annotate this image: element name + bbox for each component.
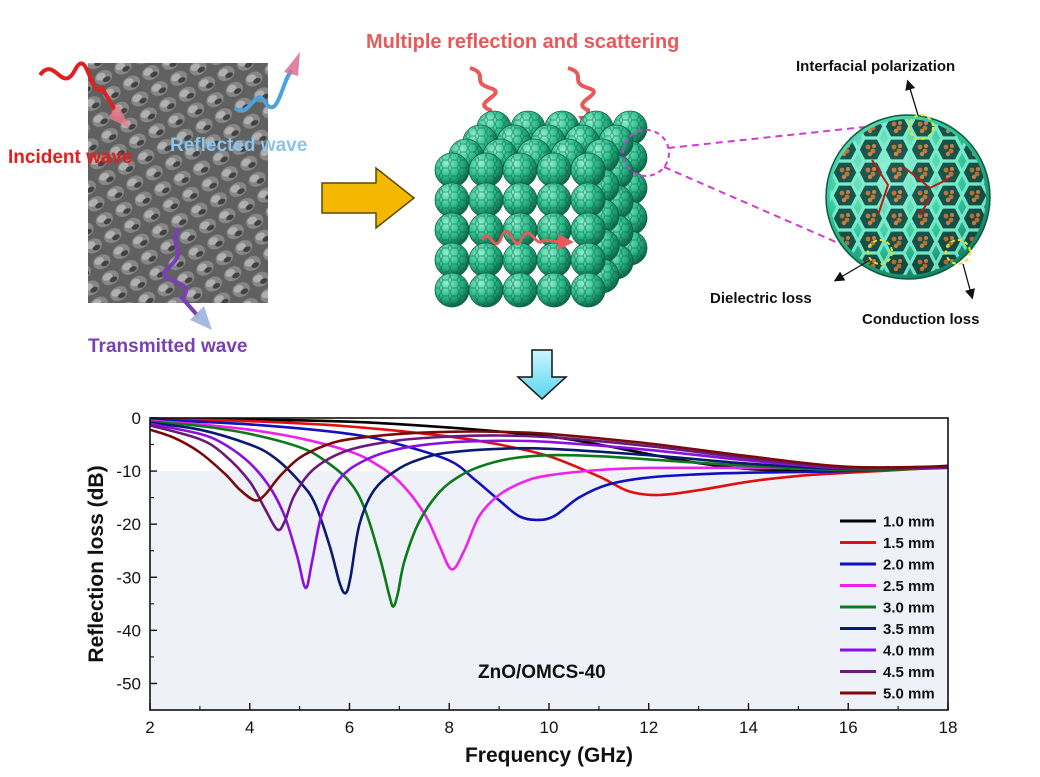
series-line-2-5-mm <box>149 419 949 571</box>
incoming-wave-icons <box>469 66 596 118</box>
series-line-5-0-mm <box>149 428 949 502</box>
y-tick-label: -30 <box>116 568 141 587</box>
series-layer <box>149 417 949 608</box>
y-tick-label: -40 <box>116 621 141 640</box>
process-arrow-icon <box>321 166 416 230</box>
series-line-4-5-mm <box>149 424 949 532</box>
zoom-indicator <box>622 129 670 177</box>
y-tick-label: -50 <box>116 674 141 693</box>
sem-image <box>88 63 268 303</box>
conduction-label: Conduction loss <box>862 311 980 328</box>
x-axis-label: Frequency (GHz) <box>465 744 633 767</box>
legend-label: 1.5 mm <box>883 535 935 552</box>
transmitted-label: Transmitted wave <box>88 336 247 357</box>
series-line-3-0-mm <box>149 420 949 608</box>
y-tick-label: -10 <box>116 462 141 481</box>
incident-label: Incident wave <box>8 147 133 168</box>
legend: 1.0 mm 1.5 mm 2.0 mm 2.5 mm 3.0 mm 3.5 mm 4.0 … <box>840 514 935 703</box>
x-tick-label: 8 <box>445 718 454 737</box>
y-tick-label: -20 <box>116 515 141 534</box>
magnified-sphere <box>825 114 991 280</box>
down-arrow-icon <box>516 349 568 400</box>
x-tick-label: 16 <box>839 718 858 737</box>
y-tick-label: 0 <box>132 409 141 428</box>
legend-label: 2.0 mm <box>883 557 935 574</box>
incident-wave-icon <box>38 61 130 128</box>
legend-label: 4.0 mm <box>883 643 935 660</box>
y-axis-label: Reflection loss (dB) <box>85 465 108 662</box>
legend-label: 3.5 mm <box>883 621 935 638</box>
mechanism-schematic: Incident wave Reflected wave Transmitted… <box>8 31 991 400</box>
x-tick-label: 2 <box>145 718 154 737</box>
x-tick-label: 14 <box>739 718 758 737</box>
transmitted-wave-icon <box>162 227 212 330</box>
sphere-array <box>434 110 648 308</box>
dielectric-label: Dielectric loss <box>710 290 812 307</box>
x-tick-label: 6 <box>345 718 354 737</box>
x-tick-label: 10 <box>540 718 559 737</box>
x-tick-label: 12 <box>639 718 658 737</box>
legend-label: 1.0 mm <box>883 514 935 531</box>
legend-label: 4.5 mm <box>883 664 935 681</box>
reflected-wave-icon <box>233 52 300 113</box>
chart-title: ZnO/OMCS-40 <box>478 662 606 683</box>
series-line-1-5-mm <box>149 417 949 497</box>
legend-label: 5.0 mm <box>883 686 935 703</box>
legend-label: 2.5 mm <box>883 578 935 595</box>
legend-label: 3.0 mm <box>883 600 935 617</box>
heading-label: Multiple reflection and scattering <box>366 31 679 53</box>
series-line-4-0-mm <box>149 422 949 590</box>
internal-wave-icon <box>480 229 561 246</box>
x-tick-label: 4 <box>245 718 254 737</box>
reflected-label: Reflected wave <box>170 135 307 156</box>
x-tick-label: 18 <box>939 718 958 737</box>
interfacial-label: Interfacial polarization <box>796 58 955 75</box>
